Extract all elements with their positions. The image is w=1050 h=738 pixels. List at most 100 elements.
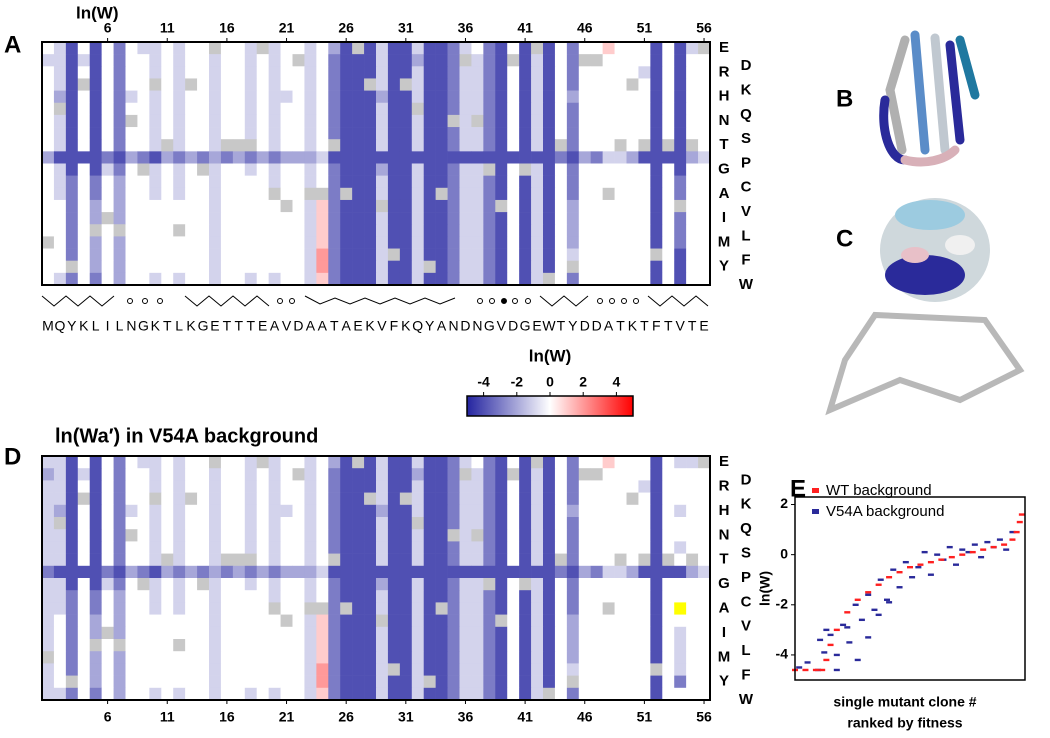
heat-cell	[566, 614, 580, 628]
heat-cell	[686, 187, 699, 201]
heat-cell	[507, 663, 520, 676]
heat-cell	[185, 127, 198, 140]
heat-cell	[161, 187, 174, 201]
heat-cell	[161, 614, 174, 628]
heat-cell	[364, 651, 377, 664]
heat-cell	[352, 651, 365, 664]
heat-cell	[507, 248, 520, 261]
heat-cell	[519, 187, 532, 201]
heat-cell	[662, 199, 675, 213]
scatter-point	[865, 593, 872, 596]
heat-cell	[232, 199, 246, 213]
heat-cell	[459, 456, 472, 469]
heat-cell	[137, 553, 150, 567]
heat-cell	[686, 272, 699, 286]
heat-cell	[531, 114, 544, 128]
heat-cell	[197, 175, 210, 189]
heat-cell	[209, 42, 222, 55]
heat-cell	[220, 529, 234, 542]
heat-cell	[459, 236, 472, 249]
heat-cell	[638, 480, 651, 493]
heat-cell	[543, 260, 556, 274]
heat-cell	[626, 675, 639, 689]
heat-cell	[328, 651, 341, 664]
heat-cell	[578, 127, 592, 140]
heat-cell	[185, 675, 198, 689]
heat-cell	[554, 248, 568, 261]
heat-cell	[77, 456, 91, 469]
heat-cell	[626, 468, 639, 481]
heat-cell	[554, 590, 568, 603]
row-label: T	[719, 136, 728, 153]
heat-cell	[268, 272, 281, 286]
heat-cell	[292, 480, 305, 493]
scatter-point	[896, 586, 903, 589]
heat-cell	[42, 602, 55, 615]
heat-cell	[340, 602, 353, 615]
heat-cell	[376, 553, 389, 567]
heat-cell	[209, 175, 222, 189]
heat-cell	[531, 614, 544, 628]
heat-cell	[686, 260, 699, 274]
heatmap-frame	[41, 41, 711, 286]
heat-cell	[650, 651, 663, 664]
heat-cell	[173, 614, 186, 628]
heat-cell	[686, 626, 699, 640]
heat-cell	[459, 127, 472, 140]
heat-cell	[507, 78, 520, 91]
heat-cell	[42, 651, 55, 664]
heat-cell	[662, 224, 675, 237]
heat-cell	[316, 90, 329, 104]
heat-cell	[387, 114, 401, 128]
row-label: G	[718, 575, 730, 592]
heat-cell	[220, 102, 234, 116]
heat-cell	[376, 614, 389, 628]
heat-cell	[459, 541, 472, 554]
heat-cell	[543, 529, 556, 542]
heat-cell	[626, 139, 639, 152]
secondary-structure	[41, 295, 709, 307]
heat-cell	[376, 626, 389, 640]
heat-cell	[340, 66, 353, 79]
heat-cell	[674, 236, 687, 249]
heat-cell	[519, 102, 532, 116]
heat-cell	[590, 663, 603, 676]
heat-cell	[387, 260, 401, 274]
heat-cell	[531, 517, 544, 530]
heat-cell	[113, 102, 126, 116]
heat-cell	[387, 626, 401, 640]
heat-cell	[340, 675, 353, 689]
heat-cell	[185, 565, 198, 579]
heat-cell	[578, 578, 592, 591]
heat-cell	[662, 553, 675, 567]
heat-cell	[638, 614, 651, 628]
heat-cell	[113, 260, 126, 274]
heat-cell	[531, 102, 544, 116]
heat-cell	[101, 236, 114, 249]
heat-cell	[483, 102, 496, 116]
heat-cell	[626, 272, 639, 286]
heat-cell	[137, 602, 150, 615]
heat-cell	[614, 626, 627, 640]
heat-cell	[483, 66, 496, 79]
heat-cell	[161, 468, 174, 481]
heat-cell	[220, 127, 234, 140]
heat-cell	[471, 504, 484, 518]
heat-cell	[435, 236, 448, 249]
heat-cell	[674, 139, 687, 152]
heat-cell	[209, 224, 222, 237]
heat-cell	[507, 578, 520, 591]
heat-cell	[149, 614, 162, 628]
heat-cell	[77, 187, 91, 201]
sequence-letter: T	[688, 318, 697, 334]
heat-cell	[578, 54, 592, 67]
heat-cell	[42, 163, 55, 176]
heat-cell	[137, 626, 150, 640]
sequence-letter: T	[163, 318, 172, 334]
heat-cell	[459, 260, 472, 274]
heat-cell	[483, 578, 496, 591]
heat-cell	[614, 187, 627, 201]
heat-cell	[543, 590, 556, 603]
heat-cell	[209, 504, 222, 518]
heat-cell	[423, 614, 436, 628]
